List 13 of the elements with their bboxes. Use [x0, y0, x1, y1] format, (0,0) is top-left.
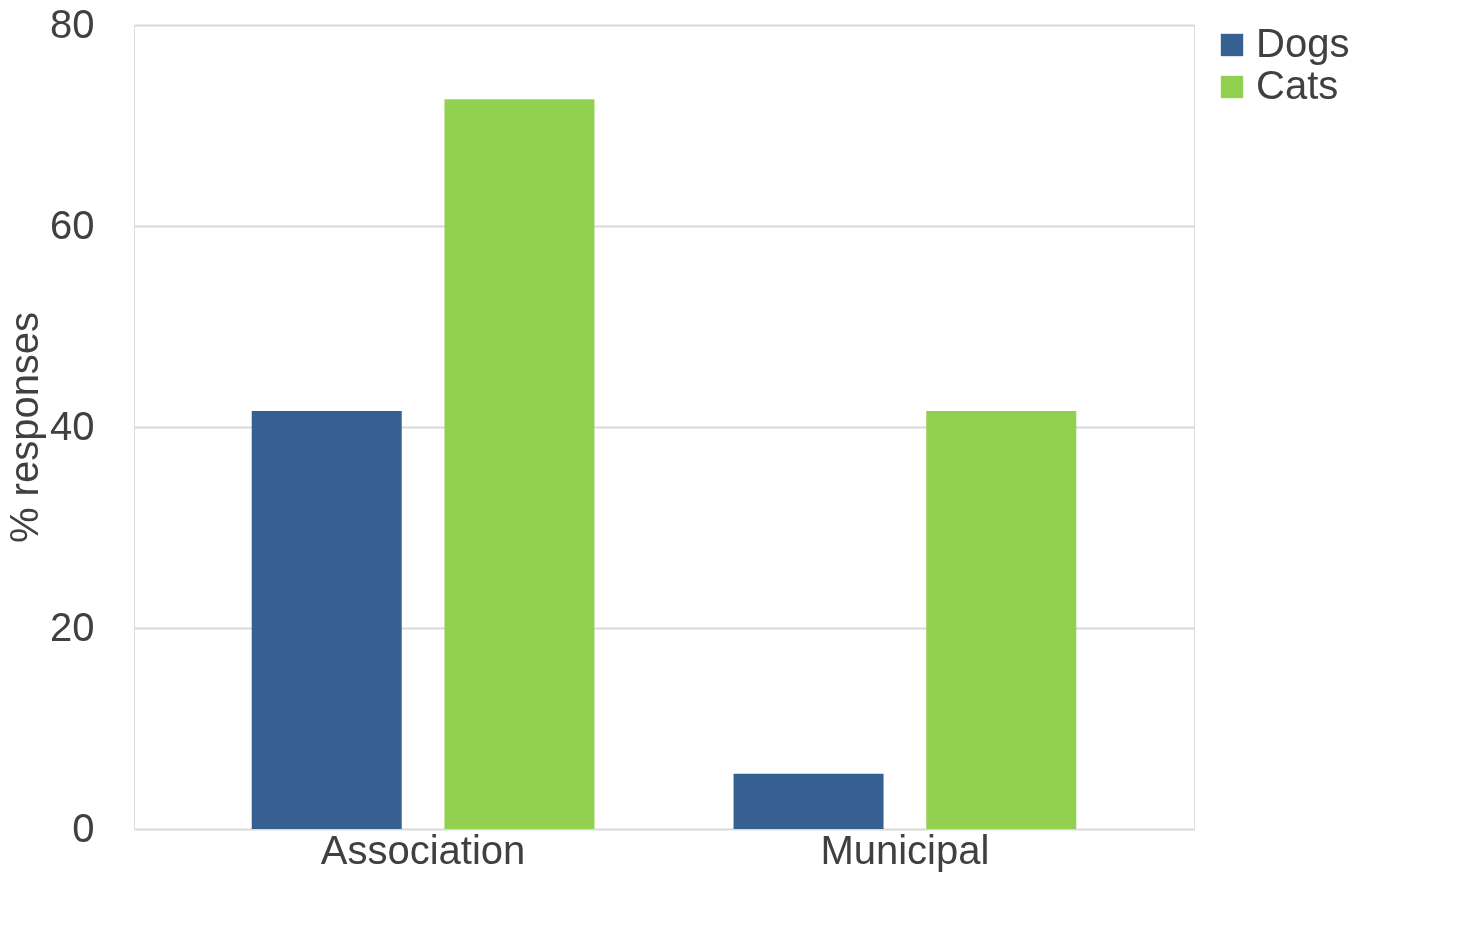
- bar: [444, 99, 595, 829]
- bar: [251, 410, 402, 829]
- legend-label: Dogs: [1256, 21, 1350, 65]
- x-tick-label: Municipal: [820, 827, 990, 872]
- y-tick-label: 80: [50, 1, 95, 46]
- x-tick-label: Association: [320, 827, 526, 872]
- bar: [926, 410, 1077, 829]
- y-tick-label: 0: [72, 805, 95, 850]
- y-axis-title: % responses: [2, 311, 47, 544]
- y-tick-label: 40: [50, 403, 95, 448]
- bar: [733, 773, 884, 829]
- y-tick-label: 20: [50, 604, 95, 649]
- y-tick-label: 60: [50, 202, 95, 247]
